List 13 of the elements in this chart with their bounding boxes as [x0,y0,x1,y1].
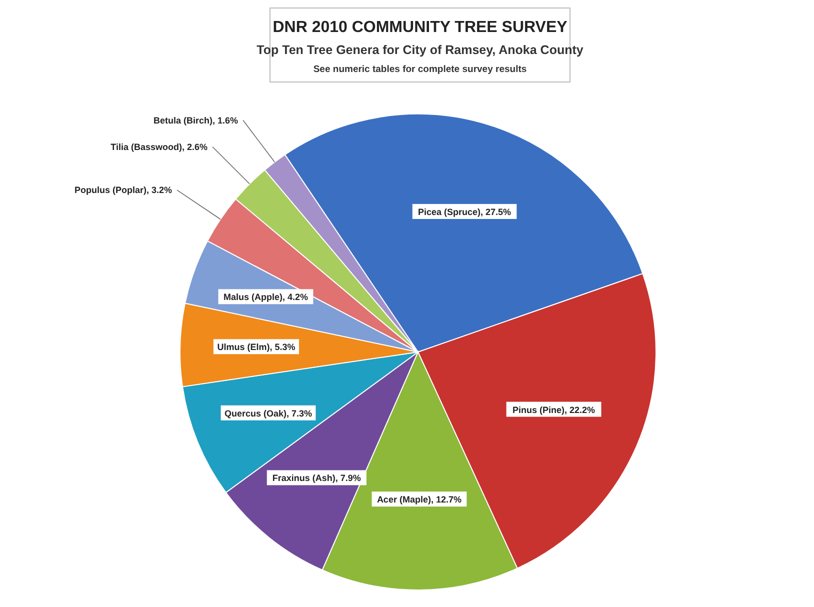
text: See numeric tables for complete survey results [313,64,527,75]
slice-label: Acer (Maple), 12.7% [376,494,462,505]
slice-label: Pinus (Pine), 22.2% [512,404,596,415]
chart-title: DNR 2010 COMMUNITY TREE SURVEY [272,19,568,36]
slice-label: Picea (Spruce), 27.5% [418,206,512,217]
slice-label: Populus (Poplar), 3.2% [74,185,172,196]
slice-label: Fraxinus (Ash), 7.9% [272,473,361,484]
slice-label: Ulmus (Elm), 5.3% [217,342,296,352]
slice-label: Tilia (Basswood), 2.6% [110,142,208,152]
slice-label: Quercus (Oak), 7.3% [224,408,312,418]
chart-subtitle: Top Ten Tree Genera for City of Ramsey, Anoka County [256,43,584,57]
slice-label: Betula (Birch), 1.6% [154,115,238,126]
slice-label: Malus (Apple), 4.2% [223,292,308,302]
